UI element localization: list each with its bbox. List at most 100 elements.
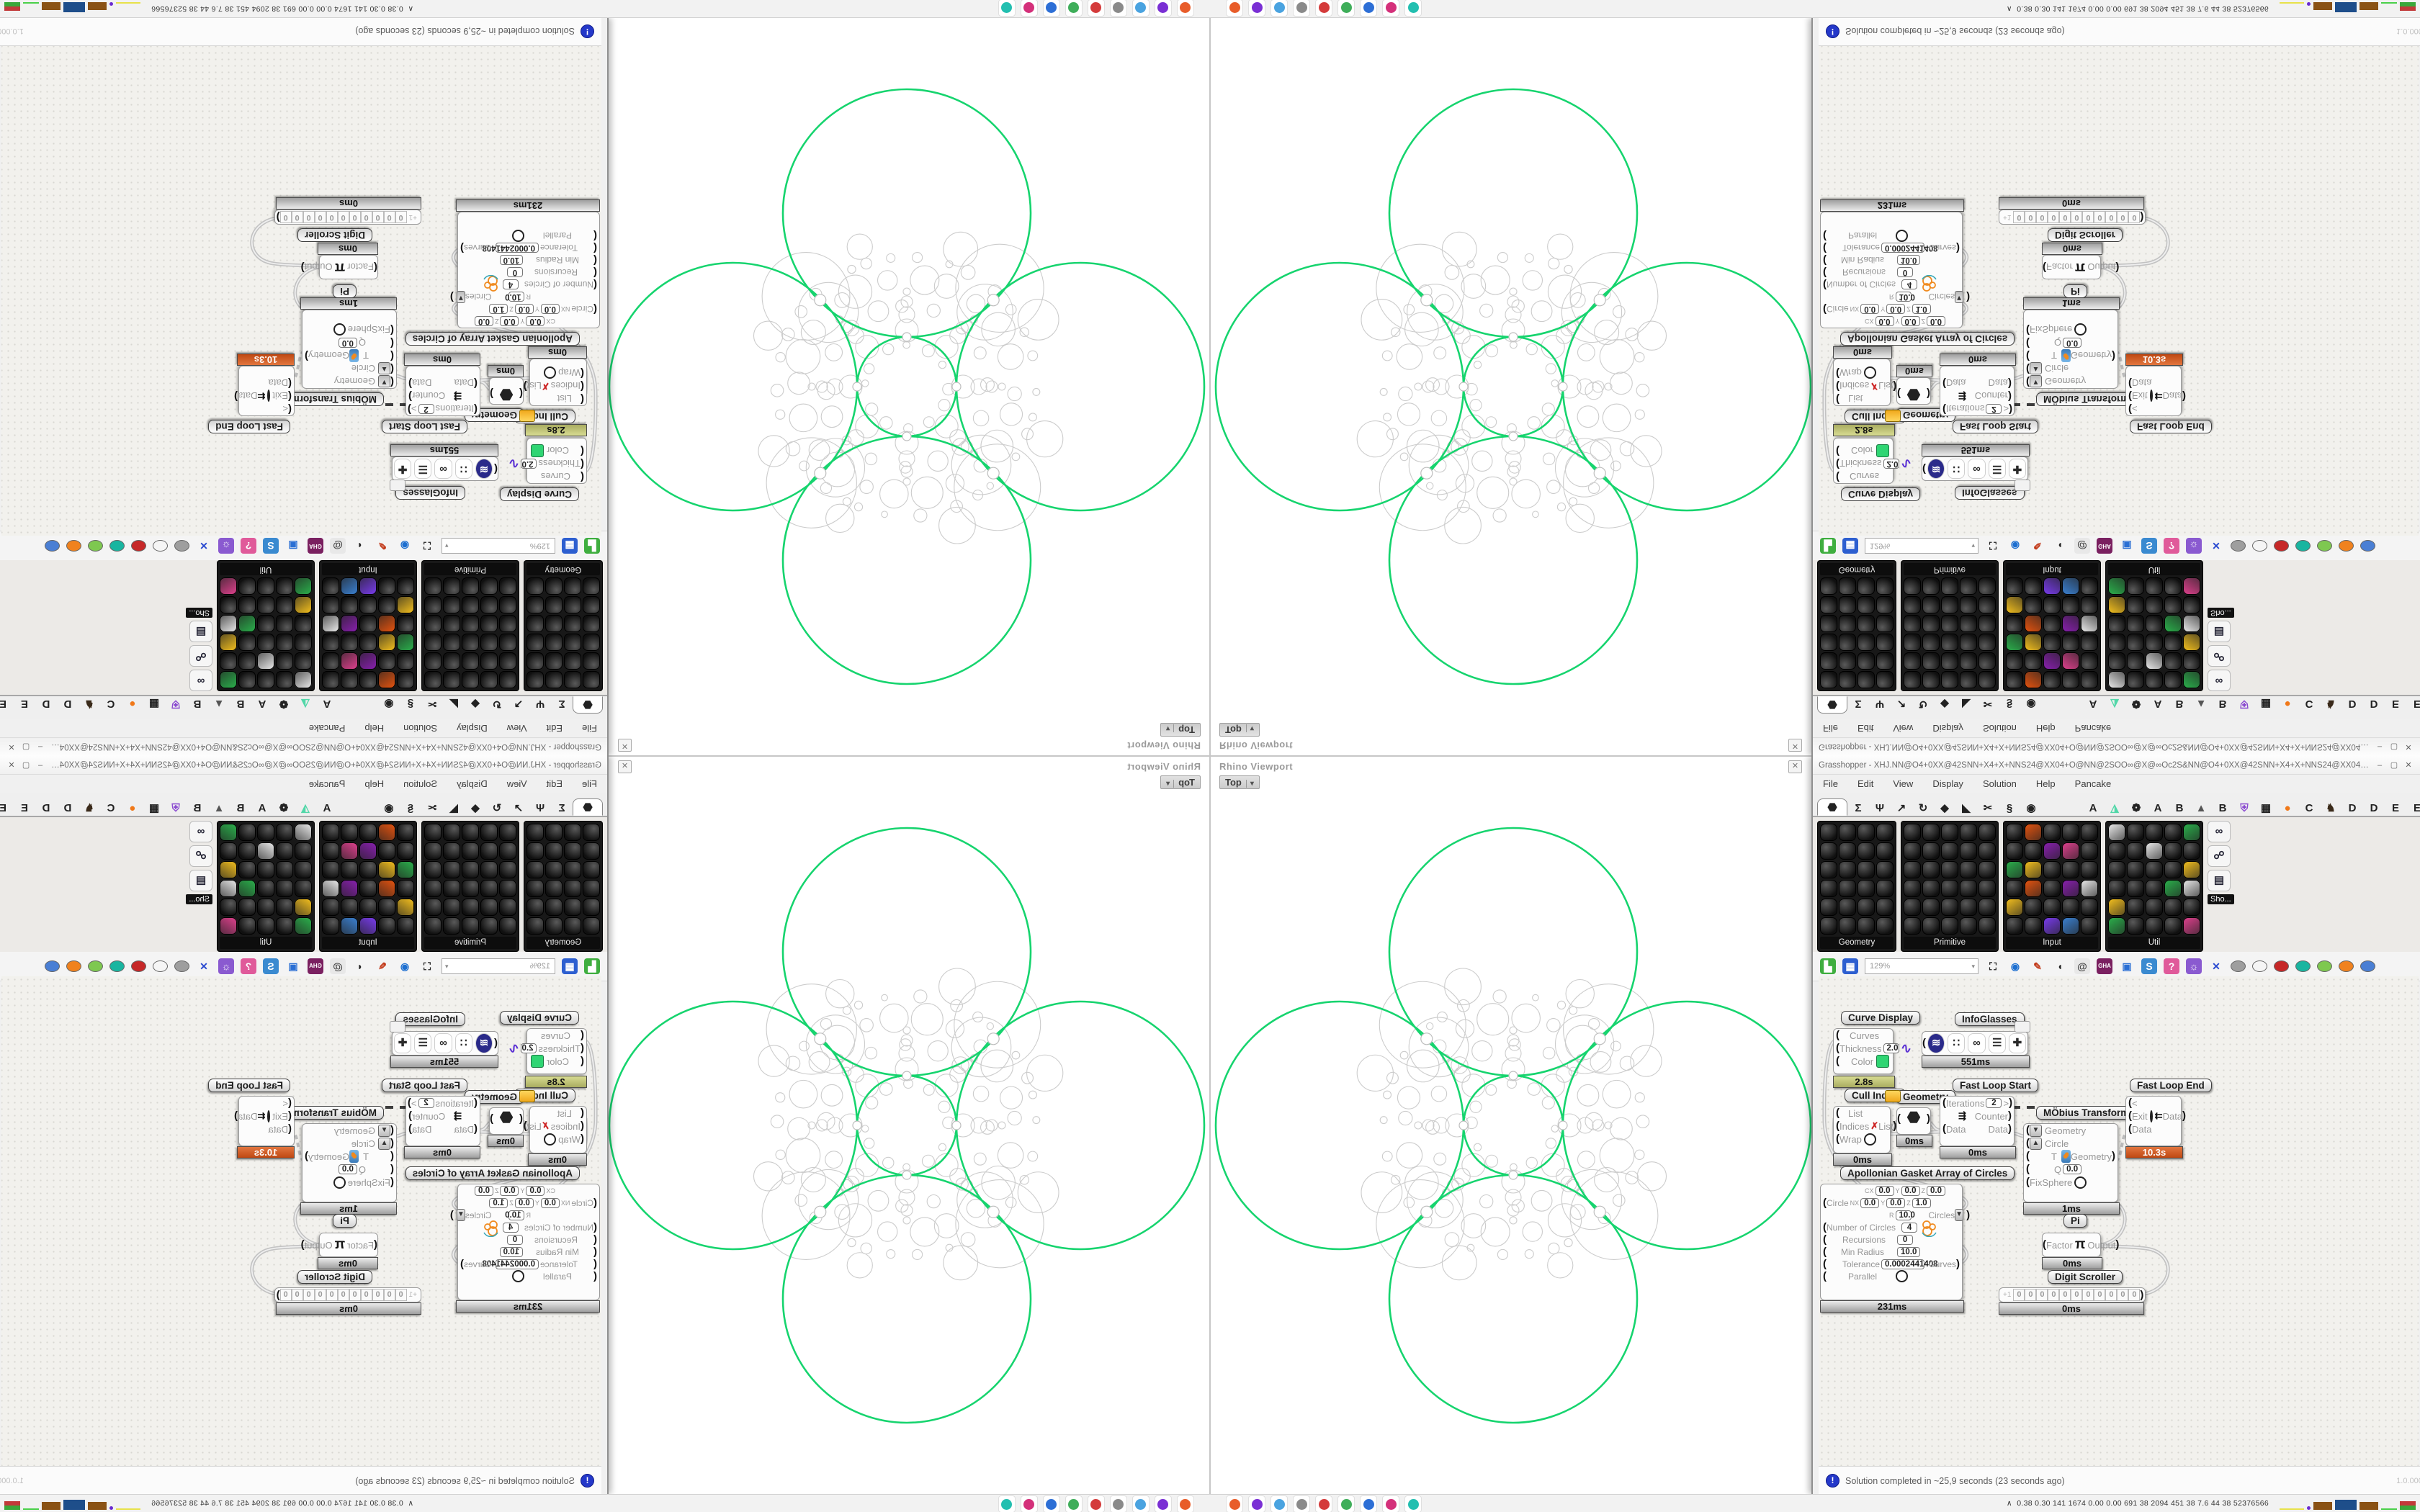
taskbar-app-icon-0[interactable]: [1177, 1495, 1194, 1512]
palette-icon[interactable]: [564, 899, 581, 916]
palette-icon[interactable]: [1960, 880, 1977, 897]
palette-icon[interactable]: [295, 671, 312, 688]
palette-icon[interactable]: [359, 824, 377, 841]
palette-icon[interactable]: [238, 596, 256, 613]
palette-icon[interactable]: [238, 652, 256, 670]
palette-icon[interactable]: [1904, 842, 1921, 860]
component-tab-11[interactable]: ◮: [301, 802, 310, 814]
palette-icon[interactable]: [2164, 652, 2182, 670]
palette-icon[interactable]: [257, 671, 274, 688]
gh-canvas[interactable]: Curve Display (Curves (Thickness 2.0 ∿ (Co…: [1819, 46, 2419, 536]
palette-icon[interactable]: [1941, 861, 1958, 878]
palette-group-header[interactable]: Primitive: [424, 563, 516, 575]
palette-icon[interactable]: [295, 577, 312, 595]
palette-icon[interactable]: [2025, 634, 2042, 651]
fast-loop-start-label[interactable]: Fast Loop Start: [1953, 1079, 2039, 1092]
palette-icon[interactable]: [1960, 634, 1977, 651]
digit-cell[interactable]: 0: [291, 211, 303, 223]
display-bean-icon-1[interactable]: [2252, 960, 2267, 972]
palette-icon[interactable]: [2127, 615, 2144, 632]
palette-icon[interactable]: [424, 577, 442, 595]
menu-item-help[interactable]: Help: [2035, 723, 2056, 734]
palette-icon[interactable]: [526, 824, 544, 841]
palette-icon[interactable]: [2108, 899, 2125, 916]
infoglasses-icon-4[interactable]: ✚: [2008, 1033, 2027, 1053]
palette-icon[interactable]: [1922, 917, 1940, 935]
fast-loop-start-component[interactable]: (Iterations 2 >) ⇶ Counter) (Data Data): [405, 1096, 480, 1146]
palette-icon[interactable]: [2062, 634, 2079, 651]
palette-icon[interactable]: [1857, 861, 1875, 878]
palette-icon[interactable]: [1820, 634, 1837, 651]
component-tab-12[interactable]: ❁: [279, 802, 289, 814]
menu-item-display[interactable]: Display: [457, 778, 488, 789]
taskbar-app-icons[interactable]: [998, 0, 1194, 17]
taskbar-app-icon-3[interactable]: [1110, 1495, 1127, 1512]
palette-icon[interactable]: [2062, 596, 2079, 613]
palette-icon[interactable]: [359, 615, 377, 632]
palette-icon[interactable]: [2108, 671, 2125, 688]
palette-icon[interactable]: [2006, 615, 2023, 632]
palette-icon[interactable]: [276, 899, 293, 916]
component-tab-22[interactable]: D: [2348, 802, 2357, 814]
palette-icon[interactable]: [443, 596, 460, 613]
parallel-toggle[interactable]: [1896, 230, 1909, 242]
taskbar-app-icon-2[interactable]: [1270, 1495, 1288, 1512]
palette-icon[interactable]: [1839, 824, 1856, 841]
palette-icon[interactable]: [2127, 577, 2144, 595]
tray-chevron-icon[interactable]: ∧: [408, 4, 414, 13]
toolbar-icon-7[interactable]: S: [2141, 538, 2157, 554]
toolbar-icon-3[interactable]: ◖: [352, 538, 368, 554]
fast-loop-start-component[interactable]: (Iterations 2 >) ⇶ Counter) (Data Data): [405, 366, 480, 416]
toolbar-icon-6[interactable]: ▣: [285, 538, 301, 554]
palette-icon[interactable]: [295, 634, 312, 651]
toolbar-icon-0[interactable]: ⛶: [1985, 538, 2001, 554]
taskbar-app-icon-6[interactable]: [1360, 0, 1377, 17]
palette-icon[interactable]: [1978, 880, 1996, 897]
palette-icon[interactable]: [2043, 577, 2061, 595]
palette-icon[interactable]: [378, 824, 395, 841]
taskbar-app-icons[interactable]: [998, 1495, 1194, 1512]
palette-icon[interactable]: [424, 824, 442, 841]
palette-icon[interactable]: [462, 615, 479, 632]
chevron-down-icon[interactable]: ▾: [1245, 780, 1254, 788]
digit-cell[interactable]: 0: [2059, 211, 2071, 223]
taskbar-app-icon-1[interactable]: [1248, 0, 1265, 17]
palette-icon[interactable]: [2146, 842, 2163, 860]
palette-icon[interactable]: [220, 577, 237, 595]
component-tab-10[interactable]: A: [2089, 698, 2097, 710]
palette-icon[interactable]: [2183, 842, 2200, 860]
digit-cell[interactable]: 0: [383, 1289, 395, 1301]
palette-icon[interactable]: [443, 880, 460, 897]
palette-group-header[interactable]: Primitive: [424, 937, 516, 949]
fast-loop-start-label[interactable]: Fast Loop Start: [381, 1079, 467, 1092]
palette-icon[interactable]: [397, 671, 414, 688]
palette-more-label[interactable]: Sho...: [2208, 894, 2234, 904]
toolbar-icon-4[interactable]: @: [2074, 538, 2090, 554]
component-tab-17[interactable]: ⛨: [171, 802, 180, 814]
digit-cell[interactable]: 0: [326, 211, 338, 223]
palette-icon[interactable]: [257, 634, 274, 651]
open-file-icon[interactable]: ▙: [584, 958, 600, 974]
geometry-param-component[interactable]: ( ⬣ ): [489, 377, 524, 405]
digit-cell[interactable]: 0: [2128, 211, 2141, 223]
pi-component[interactable]: (Factor π Output): [2042, 255, 2119, 279]
palette-icon[interactable]: [397, 824, 414, 841]
wrap-toggle[interactable]: [1863, 1133, 1876, 1146]
palette-icon[interactable]: [2108, 577, 2125, 595]
palette-icon[interactable]: [1922, 880, 1940, 897]
palette-icon[interactable]: [2146, 861, 2163, 878]
cull-index-component[interactable]: (List (Indices ✗ List) (Wrap: [1833, 359, 1896, 406]
palette-icon[interactable]: [2146, 577, 2163, 595]
digit-cell[interactable]: 0: [2094, 1289, 2106, 1301]
palette-icon[interactable]: [462, 842, 479, 860]
digit-cell[interactable]: 0: [2071, 211, 2083, 223]
taskbar[interactable]: ∧ 0.38 0.30 141 1674 0.00 0.00 691 38 20…: [1210, 0, 2420, 18]
palette-icon[interactable]: [545, 880, 563, 897]
component-tab-4[interactable]: ↻: [1918, 698, 1928, 710]
palette-icon[interactable]: [1876, 652, 1894, 670]
palette-mini-icon[interactable]: ☍: [2208, 645, 2231, 667]
palette-icon[interactable]: [1960, 842, 1977, 860]
palette-icon[interactable]: [397, 596, 414, 613]
palette-icon[interactable]: [443, 917, 460, 935]
